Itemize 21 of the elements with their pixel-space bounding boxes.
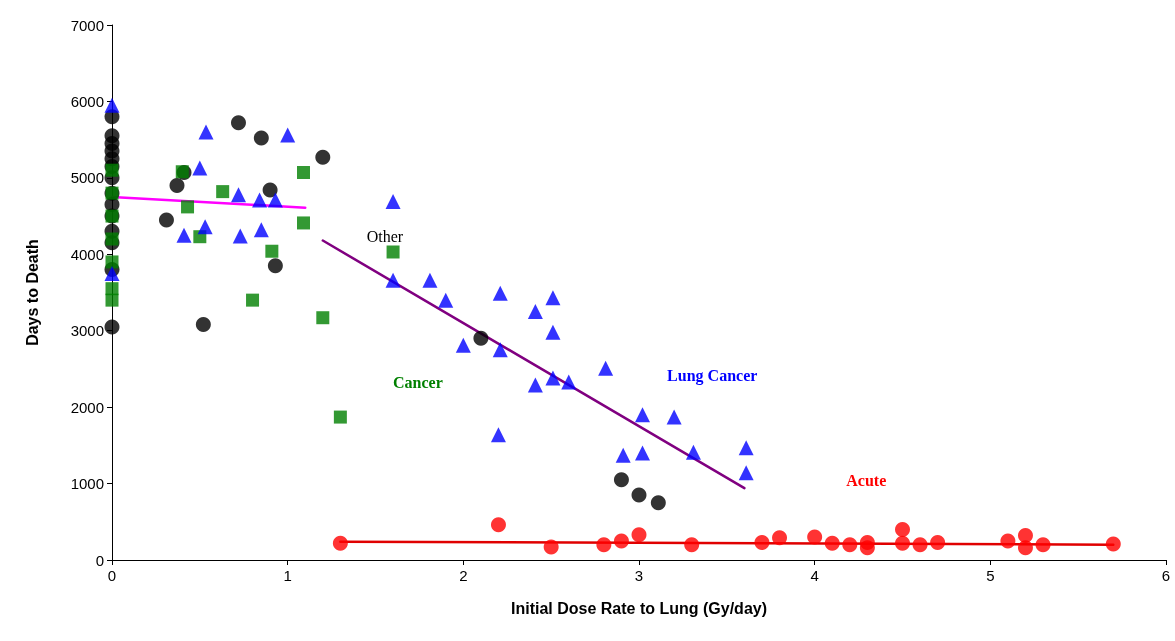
x-tick-label: 6 [1161,567,1171,584]
x-tick-label: 4 [810,567,819,584]
text: Cancer [393,374,443,392]
series-label: Lung Cancer [667,366,758,385]
y-tick-label: 4000 [70,245,104,263]
y-axis-title: Days to Death [23,239,41,346]
y-tick-label: 3000 [70,322,104,340]
y-tick-label: 7000 [70,16,104,34]
text: Acute [846,472,887,490]
y-tick-label: 1000 [70,475,104,493]
y-tick-label: 0 [95,551,104,569]
x-axis-title: Initial Dose Rate to Lung (Gy/day) [510,599,768,617]
text: Other [366,228,404,246]
x-tick-label: 5 [986,567,995,584]
y-tick-label: 2000 [70,398,104,416]
x-tick-label: 2 [459,567,468,584]
x-tick-label: 3 [634,567,644,584]
y-tick-label: 5000 [70,169,104,187]
x-tick-label: 0 [107,567,117,584]
x-tick-label: 1 [283,567,292,584]
y-tick-label: 6000 [70,92,104,110]
